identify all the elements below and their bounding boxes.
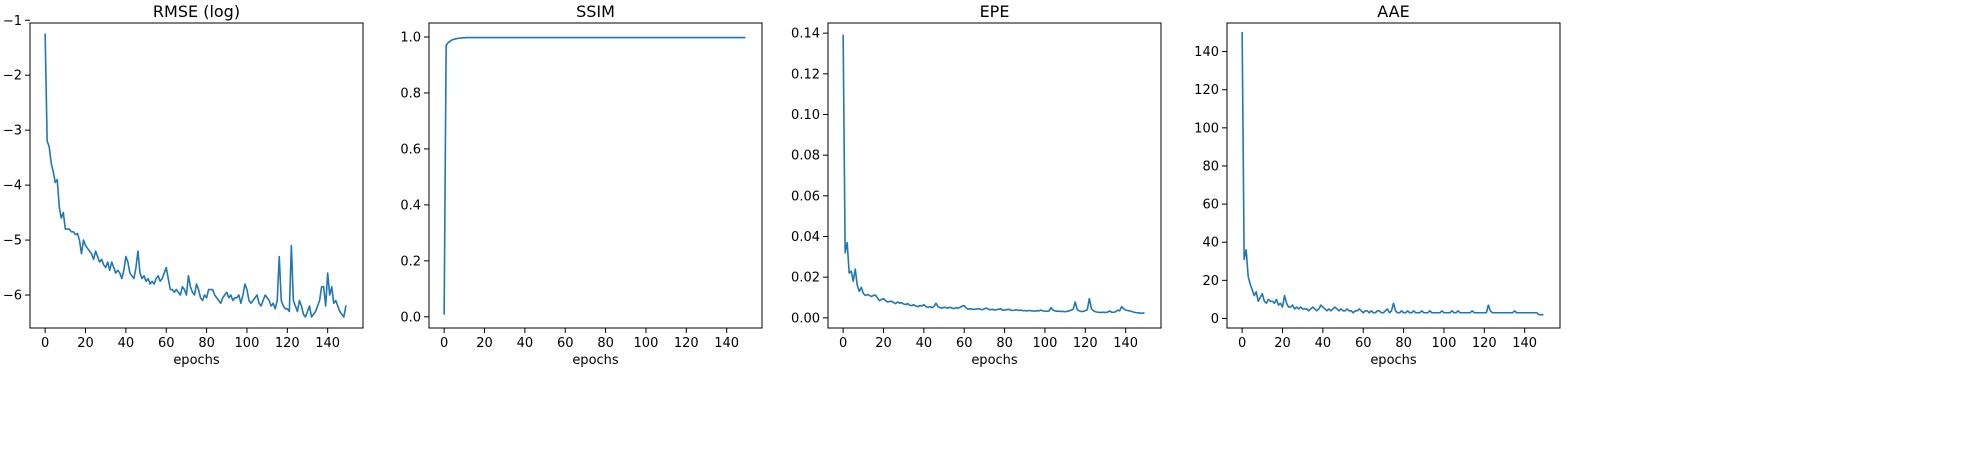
x-tick-label: 120 <box>1073 336 1098 351</box>
y-tick-label: −1 <box>3 14 22 29</box>
x-tick-label: 100 <box>1432 336 1457 351</box>
series-line-1 <box>1241 31 1544 316</box>
plot-frame <box>428 22 763 329</box>
x-tick-label: 100 <box>1033 336 1058 351</box>
y-tick-label: 20 <box>1202 274 1219 289</box>
y-tick-label: 80 <box>1202 159 1219 174</box>
y-tick-label: 0.10 <box>791 108 820 123</box>
plot-frame <box>827 22 1162 329</box>
y-tick-label: −3 <box>3 124 22 139</box>
x-axis-label: epochs <box>173 353 220 368</box>
x-tick-label: 40 <box>517 336 534 351</box>
x-tick-label: 0 <box>839 336 847 351</box>
x-tick-label: 60 <box>557 336 574 351</box>
x-tick-label: 120 <box>1472 336 1497 351</box>
x-tick-label: 40 <box>1315 336 1332 351</box>
x-tick-label: 80 <box>597 336 614 351</box>
x-tick-label: 40 <box>118 336 135 351</box>
chart-title: AAE <box>1377 2 1409 21</box>
chart-title: SSIM <box>576 2 615 21</box>
y-tick-label: −6 <box>3 289 22 304</box>
x-tick-label: 20 <box>476 336 493 351</box>
x-tick-label: 120 <box>275 336 300 351</box>
x-tick-label: 40 <box>916 336 933 351</box>
series-line-1 <box>443 36 746 315</box>
x-tick-label: 100 <box>634 336 659 351</box>
y-tick-label: 140 <box>1194 45 1219 60</box>
chart-panel-3: EPE 0 20 40 60 80 100 120 140 0.00 0.02 0.04 0.06 0.0… <box>791 2 1162 368</box>
x-tick-label: 60 <box>1355 336 1372 351</box>
x-tick-label: 80 <box>1395 336 1412 351</box>
chart-title: RMSE (log) <box>153 2 240 21</box>
y-tick-label: 0.12 <box>791 67 820 82</box>
plot-frame <box>29 22 364 329</box>
x-tick-label: 20 <box>875 336 892 351</box>
x-tick-label: 0 <box>440 336 448 351</box>
series-line-1 <box>842 34 1145 315</box>
x-axis-label: epochs <box>971 353 1018 368</box>
y-tick-label: 0.14 <box>791 27 820 42</box>
y-tick-label: 0.8 <box>400 86 421 101</box>
y-tick-label: 0.6 <box>400 142 421 157</box>
x-tick-label: 80 <box>198 336 215 351</box>
x-tick-label: 140 <box>315 336 340 351</box>
x-axis-label: epochs <box>572 353 619 368</box>
x-axis-label: epochs <box>1370 353 1417 368</box>
x-tick-label: 140 <box>1512 336 1537 351</box>
y-tick-label: 0.00 <box>791 311 820 326</box>
y-tick-label: −4 <box>3 179 22 194</box>
chart-title: EPE <box>980 2 1010 21</box>
chart-panel-1: RMSE (log) 0 20 40 60 80 100 120 140 −1 −2 −3 −4 −5 −6… <box>3 2 364 368</box>
y-tick-label: 100 <box>1194 121 1219 136</box>
chart-panel-4: AAE 0 20 40 60 80 100 120 140 0 20 40 60 80 100 120 140 e… <box>1194 2 1561 368</box>
y-tick-label: −2 <box>3 69 22 84</box>
plot-frame <box>1226 22 1561 329</box>
x-tick-label: 20 <box>77 336 94 351</box>
x-tick-label: 0 <box>41 336 49 351</box>
x-tick-label: 140 <box>1113 336 1138 351</box>
y-tick-label: 0.0 <box>400 310 421 325</box>
chart-panel-2: SSIM 0 20 40 60 80 100 120 140 0.0 0.2 0.4 0.6 0.8 1.0… <box>400 2 763 368</box>
y-tick-label: 0.08 <box>791 149 820 164</box>
series-line-1 <box>44 33 347 318</box>
y-tick-label: 0 <box>1211 312 1219 327</box>
y-tick-label: 0.04 <box>791 230 820 245</box>
y-tick-label: 0.06 <box>791 189 820 204</box>
x-tick-label: 80 <box>996 336 1013 351</box>
y-tick-label: 1.0 <box>400 30 421 45</box>
y-tick-label: 40 <box>1202 236 1219 251</box>
x-tick-label: 20 <box>1274 336 1291 351</box>
x-tick-label: 60 <box>158 336 175 351</box>
x-tick-label: 60 <box>956 336 973 351</box>
y-tick-label: 0.2 <box>400 254 421 269</box>
y-tick-label: −5 <box>3 234 22 249</box>
x-tick-label: 120 <box>674 336 699 351</box>
y-tick-label: 0.4 <box>400 198 421 213</box>
x-tick-label: 0 <box>1238 336 1246 351</box>
y-tick-label: 0.02 <box>791 271 820 286</box>
y-tick-label: 120 <box>1194 83 1219 98</box>
y-tick-label: 60 <box>1202 198 1219 213</box>
x-tick-label: 140 <box>714 336 739 351</box>
x-tick-label: 100 <box>235 336 260 351</box>
